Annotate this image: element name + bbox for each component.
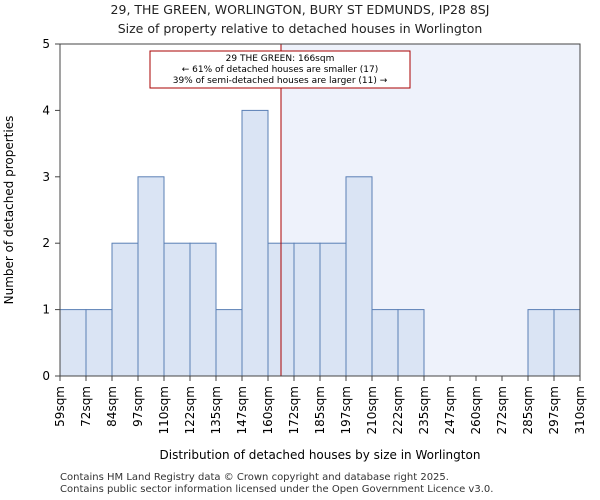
bar [553, 309, 581, 377]
x-tick-label: 135sqm [209, 386, 223, 434]
x-tick-label: 147sqm [235, 386, 249, 434]
y-tick-label: 5 [42, 37, 50, 51]
y-tick-label: 2 [42, 236, 50, 250]
bar [397, 309, 425, 377]
x-tick-label: 97sqm [131, 386, 145, 427]
x-tick-label: 84sqm [105, 386, 119, 427]
y-tick-label: 4 [42, 103, 50, 117]
x-tick-label: 310sqm [573, 386, 587, 434]
x-tick-label: 110sqm [157, 386, 171, 434]
y-tick-label: 1 [42, 303, 50, 317]
annotation-line2: ← 61% of detached houses are smaller (17… [182, 65, 379, 75]
y-tick-label: 0 [42, 369, 50, 383]
x-tick-label: 122sqm [183, 386, 197, 434]
x-tick-label: 235sqm [417, 386, 431, 434]
bar [345, 176, 373, 377]
bar [319, 242, 347, 377]
footer-line2: Contains public sector information licen… [60, 484, 494, 495]
annotation-line1: 29 THE GREEN: 166sqm [226, 54, 335, 64]
x-tick-label: 59sqm [53, 386, 67, 427]
x-tick-label: 185sqm [313, 386, 327, 434]
x-tick-label: 272sqm [495, 386, 509, 434]
bar [85, 309, 113, 377]
x-tick-label: 222sqm [391, 386, 405, 434]
x-tick-label: 197sqm [339, 386, 353, 434]
footer-line1: Contains HM Land Registry data © Crown c… [60, 472, 449, 483]
y-tick-label: 3 [42, 170, 50, 184]
x-tick-label: 160sqm [261, 386, 275, 434]
chart-title-line1: 29, THE GREEN, WORLINGTON, BURY ST EDMUN… [110, 2, 490, 17]
x-tick-label: 172sqm [287, 386, 301, 434]
bar [371, 309, 399, 377]
x-tick-label: 72sqm [79, 386, 93, 427]
chart-title-line2: Size of property relative to detached ho… [117, 21, 483, 36]
bar [527, 309, 555, 377]
bar [189, 242, 217, 377]
bar [293, 242, 321, 377]
annotation-line3: 39% of semi-detached houses are larger (… [173, 76, 388, 86]
x-tick-label: 210sqm [365, 386, 379, 434]
annotation-box [149, 50, 411, 89]
y-axis-label: Number of detached properties [2, 116, 16, 305]
bar [215, 309, 243, 377]
bar [241, 109, 269, 377]
x-tick-label: 297sqm [547, 386, 561, 434]
x-axis-label: Distribution of detached houses by size … [160, 448, 481, 462]
bar [111, 242, 139, 377]
x-tick-label: 247sqm [443, 386, 457, 434]
bar [163, 242, 191, 377]
bar [59, 309, 87, 377]
x-tick-label: 260sqm [469, 386, 483, 434]
bar [137, 176, 165, 377]
x-tick-label: 285sqm [521, 386, 535, 434]
